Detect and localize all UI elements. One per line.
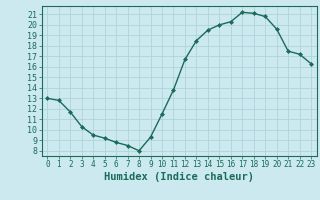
X-axis label: Humidex (Indice chaleur): Humidex (Indice chaleur) bbox=[104, 172, 254, 182]
